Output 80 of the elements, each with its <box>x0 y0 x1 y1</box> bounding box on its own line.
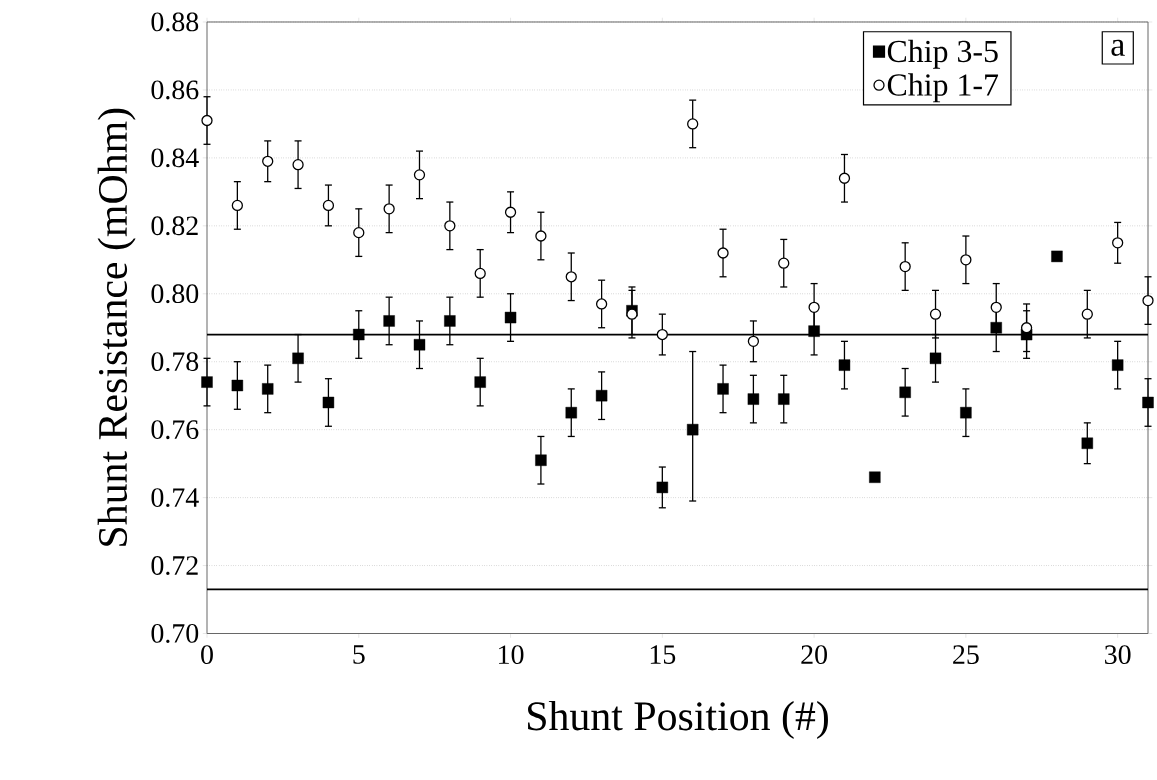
y-tick-label: 0.86 <box>151 80 199 100</box>
point <box>383 203 395 215</box>
point <box>595 389 608 402</box>
point <box>717 383 729 395</box>
y-tick-label: 0.82 <box>151 216 198 236</box>
point <box>960 406 972 419</box>
point <box>1112 237 1124 249</box>
y-tick-label: 0.80 <box>151 284 199 304</box>
point <box>231 199 244 212</box>
y-tick-label: 0.74 <box>151 488 199 508</box>
x-tick-label: 15 <box>650 645 676 664</box>
y-tick-label: 0.88 <box>151 12 199 32</box>
x-tick-label: 30 <box>1105 645 1131 665</box>
point <box>201 114 213 127</box>
point <box>353 226 365 239</box>
legend-label: Chip 3-5 <box>887 39 998 69</box>
point <box>565 271 577 283</box>
point <box>990 322 1002 334</box>
point <box>292 159 304 171</box>
point <box>838 172 851 184</box>
point <box>869 471 881 483</box>
point <box>1142 294 1154 307</box>
point <box>444 220 456 232</box>
point <box>565 406 577 419</box>
point <box>262 155 274 167</box>
point <box>747 393 760 405</box>
point <box>656 328 668 341</box>
point <box>504 206 517 218</box>
point <box>990 301 1002 314</box>
point <box>1111 359 1124 371</box>
point <box>778 393 790 405</box>
point <box>413 339 426 351</box>
point <box>778 257 790 269</box>
point <box>808 325 820 337</box>
point <box>595 298 608 310</box>
point <box>656 481 669 494</box>
point <box>444 315 456 327</box>
point <box>535 230 547 242</box>
point <box>201 376 213 388</box>
point <box>1081 437 1093 449</box>
point <box>383 315 395 327</box>
point <box>808 301 820 314</box>
point <box>687 118 699 130</box>
point <box>717 247 729 259</box>
point <box>322 199 335 212</box>
point <box>474 267 486 280</box>
point <box>231 379 244 392</box>
y-tick-label: 0.84 <box>151 148 199 168</box>
point <box>292 352 304 365</box>
point <box>413 169 426 181</box>
y-axis-title: Shunt Resistance (mOhm) <box>97 108 136 546</box>
point <box>262 383 274 395</box>
point <box>929 308 942 320</box>
x-tick-label: 5 <box>353 645 365 664</box>
point <box>535 454 547 466</box>
x-tick-label: 20 <box>801 645 827 665</box>
point <box>960 254 972 266</box>
y-tick-label: 0.72 <box>151 556 198 576</box>
point <box>322 396 335 409</box>
annotation: a <box>1111 39 1125 56</box>
x-tick-label: 0 <box>201 645 213 665</box>
x-axis-title: Shunt Position (#) <box>528 700 828 739</box>
y-tick-label: 0.70 <box>151 624 199 643</box>
point <box>899 260 911 273</box>
x-tick-label: 10 <box>499 645 524 665</box>
point <box>1051 250 1063 263</box>
point <box>1081 308 1093 320</box>
point <box>747 335 760 347</box>
x-tick-label: 25 <box>953 645 979 665</box>
point <box>838 359 851 371</box>
point <box>686 423 699 436</box>
point <box>929 352 942 365</box>
legend-label: Chip 1-7 <box>887 73 999 103</box>
point <box>899 386 911 398</box>
y-tick-label: 0.78 <box>151 352 199 372</box>
point <box>353 328 365 341</box>
point <box>504 311 517 324</box>
point <box>1142 396 1154 409</box>
point <box>474 376 486 388</box>
y-tick-label: 0.76 <box>151 420 199 440</box>
